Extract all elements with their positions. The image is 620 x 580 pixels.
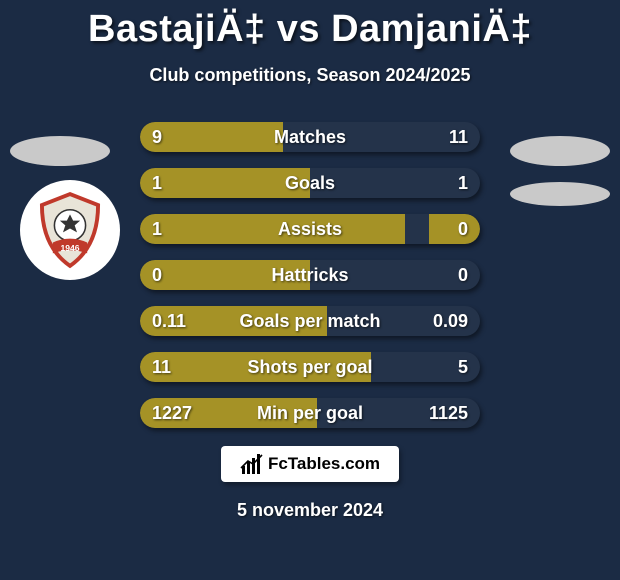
stat-bar: 1227Min per goal1125 (140, 398, 480, 428)
stats-bars: 9Matches111Goals11Assists00Hattricks00.1… (140, 122, 480, 444)
footer-brand-badge: FcTables.com (221, 446, 399, 482)
stat-bar: 11Shots per goal5 (140, 352, 480, 382)
team-left-crest: 1946 (20, 180, 120, 280)
stat-bar: 0Hattricks0 (140, 260, 480, 290)
team-right-logo-blur-2 (510, 182, 610, 206)
bar-value-right: 0.09 (433, 306, 468, 336)
footer-brand-text: FcTables.com (268, 454, 380, 474)
bar-label: Hattricks (140, 260, 480, 290)
bar-label: Matches (140, 122, 480, 152)
stat-bar: 9Matches11 (140, 122, 480, 152)
bar-label: Shots per goal (140, 352, 480, 382)
page-subtitle: Club competitions, Season 2024/2025 (0, 65, 620, 86)
page-title: BastajiÄ‡ vs DamjaniÄ‡ (0, 0, 620, 51)
stat-bar: 0.11Goals per match0.09 (140, 306, 480, 336)
bar-value-right: 0 (458, 260, 468, 290)
team-right-logo-blur (510, 136, 610, 166)
stat-bar: 1Assists0 (140, 214, 480, 244)
stat-bar: 1Goals1 (140, 168, 480, 198)
bar-value-right: 11 (449, 122, 468, 152)
bar-label: Goals per match (140, 306, 480, 336)
bar-value-right: 1 (458, 168, 468, 198)
bar-chart-icon (240, 452, 264, 476)
bar-value-right: 1125 (429, 398, 468, 428)
bar-label: Goals (140, 168, 480, 198)
bar-value-right: 0 (458, 214, 468, 244)
bar-value-right: 5 (458, 352, 468, 382)
bar-label: Assists (140, 214, 480, 244)
team-left-logo-blur (10, 136, 110, 166)
footer-date: 5 november 2024 (0, 500, 620, 521)
shield-icon: 1946 (31, 191, 109, 269)
infographic: BastajiÄ‡ vs DamjaniÄ‡ Club competitions… (0, 0, 620, 580)
svg-text:1946: 1946 (60, 243, 79, 253)
